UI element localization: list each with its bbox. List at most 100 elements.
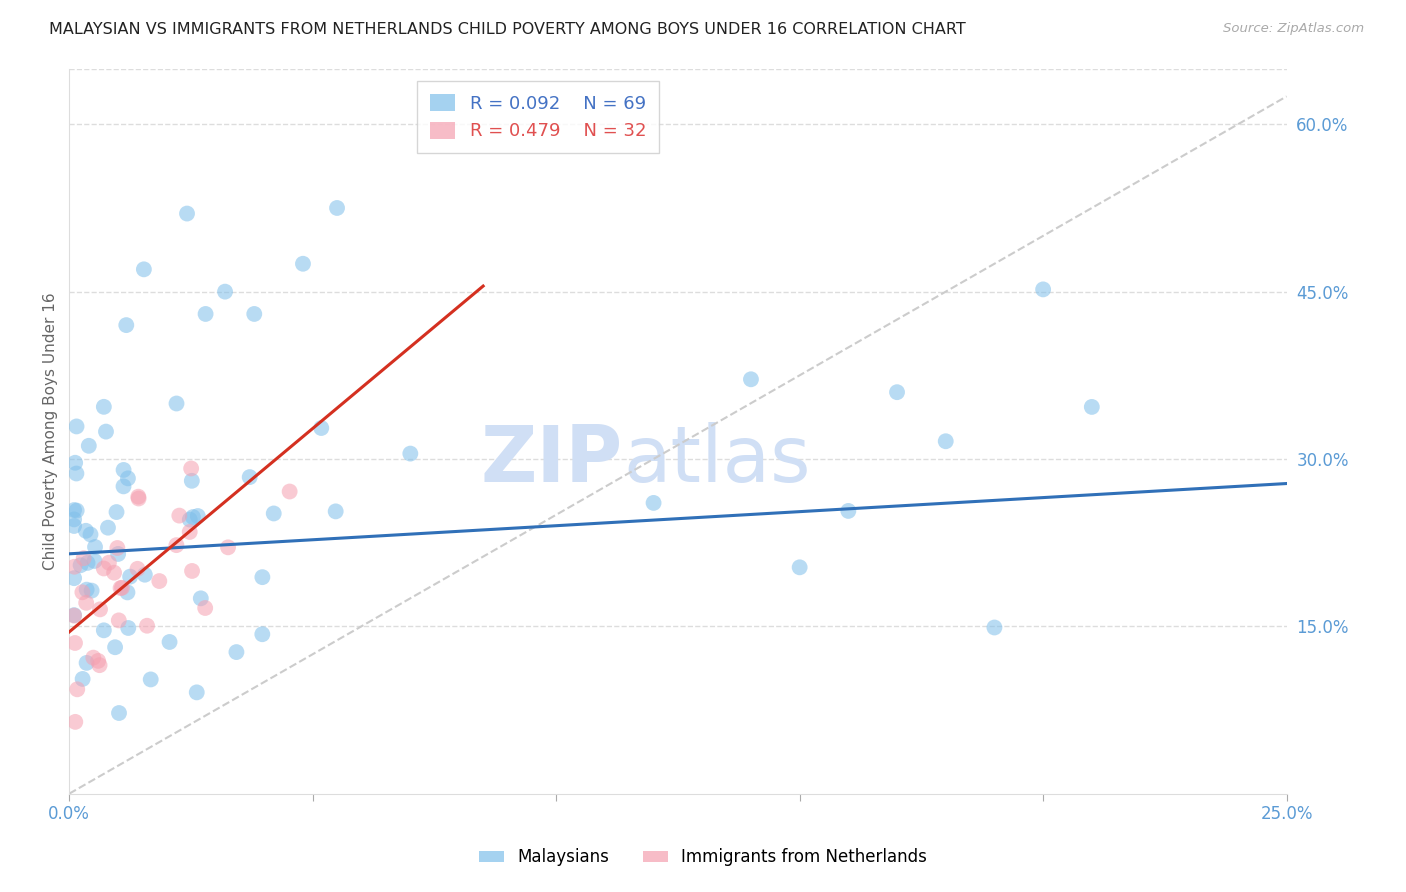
Point [1032, 282, 1054, 296]
Legend: Malaysians, Immigrants from Netherlands: Malaysians, Immigrants from Netherlands [471, 840, 935, 875]
Point [399, 447, 422, 461]
Point [291, 257, 314, 271]
Point [110, 581, 132, 595]
Point [94, 425, 117, 439]
Point [326, 201, 349, 215]
Point [69, 558, 91, 573]
Point [194, 601, 217, 615]
Point [63, 608, 86, 623]
Point [80, 583, 103, 598]
Point [325, 504, 347, 518]
Point [87, 654, 110, 668]
Point [239, 470, 262, 484]
Point [190, 591, 212, 606]
Point [79, 527, 101, 541]
Point [84, 540, 107, 554]
Point [63, 519, 86, 533]
Point [179, 524, 201, 539]
Point [63, 503, 86, 517]
Text: ZIP: ZIP [481, 422, 623, 498]
Point [76, 656, 98, 670]
Point [117, 471, 139, 485]
Point [148, 574, 170, 588]
Point [740, 372, 762, 386]
Point [111, 581, 134, 595]
Point [107, 613, 129, 627]
Point [165, 538, 187, 552]
Point [1081, 400, 1104, 414]
Point [134, 567, 156, 582]
Point [214, 285, 236, 299]
Point [73, 551, 96, 566]
Y-axis label: Child Poverty Among Boys Under 16: Child Poverty Among Boys Under 16 [44, 293, 58, 570]
Point [180, 474, 202, 488]
Point [105, 505, 128, 519]
Point [72, 585, 94, 599]
Point [243, 307, 266, 321]
Point [186, 685, 208, 699]
Point [103, 566, 125, 580]
Point [77, 439, 100, 453]
Point [107, 547, 129, 561]
Point [72, 672, 94, 686]
Point [93, 624, 115, 638]
Point [117, 585, 139, 599]
Point [65, 467, 87, 481]
Point [63, 608, 86, 623]
Point [643, 496, 665, 510]
Point [181, 564, 204, 578]
Point [115, 318, 138, 332]
Point [93, 561, 115, 575]
Point [75, 596, 97, 610]
Point [63, 636, 86, 650]
Point [166, 396, 188, 410]
Point [75, 524, 97, 538]
Text: MALAYSIAN VS IMMIGRANTS FROM NETHERLANDS CHILD POVERTY AMONG BOYS UNDER 16 CORRE: MALAYSIAN VS IMMIGRANTS FROM NETHERLANDS… [49, 22, 966, 37]
Point [139, 673, 162, 687]
Point [127, 562, 149, 576]
Point [837, 504, 859, 518]
Point [66, 682, 89, 697]
Point [309, 421, 332, 435]
Text: atlas: atlas [623, 422, 811, 498]
Point [63, 512, 86, 526]
Point [108, 706, 131, 720]
Point [983, 620, 1005, 634]
Point [252, 570, 274, 584]
Point [136, 618, 159, 632]
Point [117, 621, 139, 635]
Point [187, 508, 209, 523]
Point [76, 556, 98, 570]
Point [93, 400, 115, 414]
Point [82, 650, 104, 665]
Point [104, 640, 127, 655]
Point [76, 582, 98, 597]
Point [159, 635, 181, 649]
Point [65, 714, 87, 729]
Point [83, 554, 105, 568]
Point [97, 521, 120, 535]
Point [89, 602, 111, 616]
Point [89, 658, 111, 673]
Point [263, 507, 285, 521]
Point [97, 556, 120, 570]
Point [112, 463, 135, 477]
Point [169, 508, 191, 523]
Point [935, 434, 957, 449]
Point [63, 571, 86, 585]
Point [180, 461, 202, 475]
Point [789, 560, 811, 574]
Point [127, 490, 149, 504]
Point [128, 491, 150, 506]
Point [132, 262, 155, 277]
Point [112, 479, 135, 493]
Legend: R = 0.092    N = 69, R = 0.479    N = 32: R = 0.092 N = 69, R = 0.479 N = 32 [418, 81, 658, 153]
Point [181, 510, 204, 524]
Point [194, 307, 217, 321]
Point [105, 541, 128, 555]
Point [217, 541, 239, 555]
Point [120, 569, 142, 583]
Point [66, 503, 89, 517]
Point [65, 419, 87, 434]
Point [179, 512, 201, 526]
